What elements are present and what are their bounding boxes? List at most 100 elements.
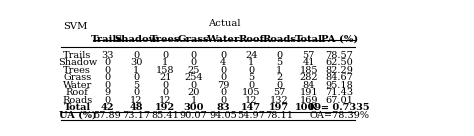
Text: 0: 0	[133, 51, 139, 60]
Text: 62.50: 62.50	[325, 58, 353, 67]
Text: 33: 33	[101, 51, 113, 60]
Text: 84.67: 84.67	[325, 73, 353, 82]
Text: 1009: 1009	[295, 103, 322, 112]
Text: 0: 0	[220, 96, 226, 105]
Text: 191: 191	[300, 88, 318, 97]
Text: 300: 300	[183, 103, 204, 112]
Text: 0: 0	[162, 88, 168, 97]
Text: 90.07: 90.07	[180, 111, 208, 120]
Text: 1: 1	[162, 58, 168, 67]
Text: 105: 105	[242, 88, 261, 97]
Text: 1: 1	[191, 96, 197, 105]
Text: Roads: Roads	[262, 35, 296, 44]
Text: 282: 282	[300, 73, 318, 82]
Text: 169: 169	[300, 96, 318, 105]
Text: 0: 0	[104, 73, 110, 82]
Text: 0: 0	[191, 58, 197, 67]
Text: 0: 0	[248, 66, 255, 75]
Text: 41: 41	[302, 58, 315, 67]
Text: OA=78.39%: OA=78.39%	[309, 111, 369, 120]
Text: Trails: Trails	[91, 35, 123, 44]
Text: 57.89: 57.89	[93, 111, 121, 120]
Text: 0: 0	[220, 73, 226, 82]
Text: 78.11: 78.11	[265, 111, 293, 120]
Text: Water: Water	[63, 81, 92, 90]
Text: K = 0.7335: K = 0.7335	[309, 103, 370, 112]
Text: 1: 1	[248, 58, 255, 67]
Text: 71.43: 71.43	[325, 88, 353, 97]
Text: 5: 5	[133, 81, 139, 90]
Text: 0: 0	[220, 51, 226, 60]
Text: 9: 9	[104, 88, 110, 97]
Text: 158: 158	[156, 66, 174, 75]
Text: 0: 0	[104, 66, 110, 75]
Text: 57: 57	[302, 51, 315, 60]
Text: 25: 25	[188, 66, 200, 75]
Text: 42: 42	[100, 103, 114, 112]
Text: PA (%): PA (%)	[320, 35, 358, 44]
Text: 78.57: 78.57	[325, 51, 353, 60]
Text: 5: 5	[276, 58, 283, 67]
Text: SVM: SVM	[63, 22, 87, 31]
Text: 132: 132	[270, 96, 289, 105]
Text: 185: 185	[300, 66, 318, 75]
Text: 48: 48	[129, 103, 143, 112]
Text: Roof: Roof	[66, 88, 89, 97]
Text: 85.41: 85.41	[151, 111, 179, 120]
Text: Roof: Roof	[238, 35, 264, 44]
Text: Shadow: Shadow	[114, 35, 158, 44]
Text: Trees: Trees	[150, 35, 181, 44]
Text: 0: 0	[191, 81, 197, 90]
Text: 0: 0	[276, 51, 283, 60]
Text: 192: 192	[155, 103, 175, 112]
Text: 4: 4	[220, 58, 226, 67]
Text: 2: 2	[276, 73, 283, 82]
Text: 0: 0	[133, 73, 139, 82]
Text: 147: 147	[241, 103, 262, 112]
Text: 73.17: 73.17	[122, 111, 150, 120]
Text: Shadow: Shadow	[58, 58, 97, 67]
Text: 0: 0	[276, 81, 283, 90]
Text: Total: Total	[64, 103, 91, 112]
Text: 12: 12	[159, 96, 172, 105]
Text: Trails: Trails	[63, 51, 91, 60]
Text: 83: 83	[216, 103, 230, 112]
Text: 12: 12	[245, 96, 258, 105]
Text: 20: 20	[188, 88, 200, 97]
Text: Trees: Trees	[64, 66, 91, 75]
Text: 82.29: 82.29	[325, 66, 353, 75]
Text: 0: 0	[220, 88, 226, 97]
Text: 0: 0	[104, 96, 110, 105]
Text: Actual: Actual	[208, 19, 240, 28]
Text: 0: 0	[104, 58, 110, 67]
Text: UA (%): UA (%)	[58, 111, 96, 120]
Text: 84: 84	[302, 81, 315, 90]
Text: 254: 254	[184, 73, 203, 82]
Text: 0: 0	[220, 66, 226, 75]
Text: 0: 0	[191, 51, 197, 60]
Text: Water: Water	[207, 35, 240, 44]
Text: Roads: Roads	[62, 96, 92, 105]
Text: 24: 24	[245, 51, 258, 60]
Text: 1: 1	[276, 66, 283, 75]
Text: 5: 5	[248, 73, 255, 82]
Text: 0: 0	[248, 81, 255, 90]
Text: 1: 1	[133, 66, 139, 75]
Text: 95.18: 95.18	[325, 81, 353, 90]
Text: 12: 12	[130, 96, 142, 105]
Text: Grass: Grass	[178, 35, 210, 44]
Text: 30: 30	[130, 58, 142, 67]
Text: 94.05: 94.05	[209, 111, 237, 120]
Text: 57: 57	[273, 88, 285, 97]
Text: 0: 0	[133, 88, 139, 97]
Text: 0: 0	[104, 81, 110, 90]
Text: Grass: Grass	[63, 73, 91, 82]
Text: 21: 21	[159, 73, 172, 82]
Text: 79: 79	[217, 81, 229, 90]
Text: 197: 197	[269, 103, 289, 112]
Text: 67.01: 67.01	[325, 96, 353, 105]
Text: 54.97: 54.97	[237, 111, 265, 120]
Text: 0: 0	[162, 81, 168, 90]
Text: Total: Total	[295, 35, 323, 44]
Text: 0: 0	[162, 51, 168, 60]
